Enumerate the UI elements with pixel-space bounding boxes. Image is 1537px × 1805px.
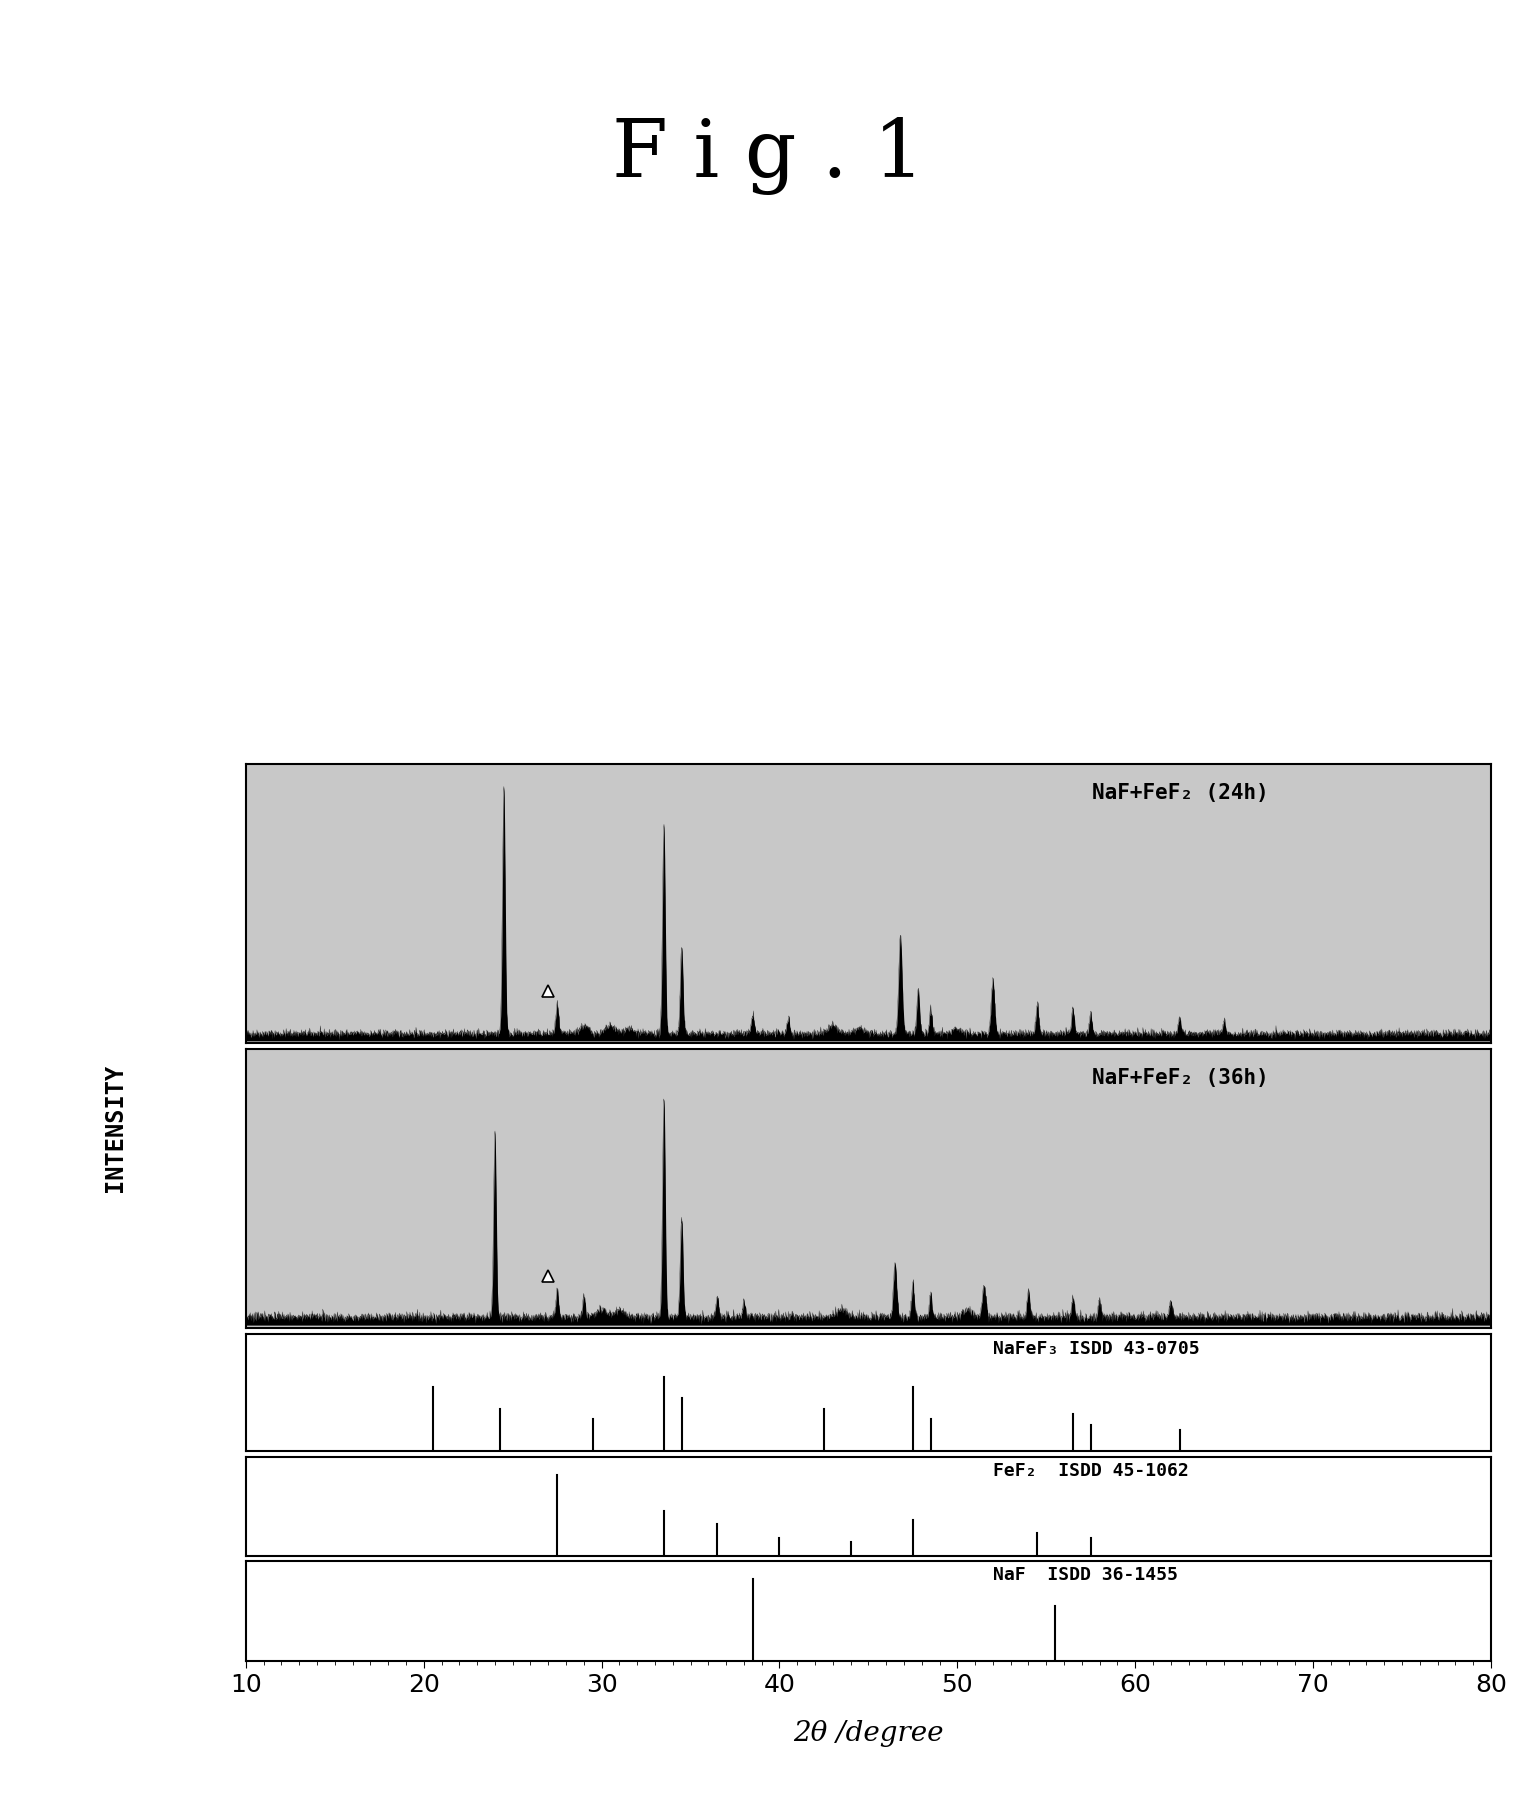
Text: NaF+FeF₂ (36h): NaF+FeF₂ (36h)	[1093, 1069, 1270, 1088]
Text: 2θ /degree: 2θ /degree	[793, 1720, 944, 1747]
Text: NaFeF₃ ISDD 43-0705: NaFeF₃ ISDD 43-0705	[993, 1339, 1199, 1357]
Text: INTENSITY: INTENSITY	[103, 1063, 128, 1193]
Text: NaF  ISDD 36-1455: NaF ISDD 36-1455	[993, 1567, 1177, 1585]
Text: F i g . 1: F i g . 1	[612, 117, 925, 195]
Text: FeF₂  ISDD 45-1062: FeF₂ ISDD 45-1062	[993, 1462, 1188, 1480]
Text: NaF+FeF₂ (24h): NaF+FeF₂ (24h)	[1093, 783, 1270, 803]
